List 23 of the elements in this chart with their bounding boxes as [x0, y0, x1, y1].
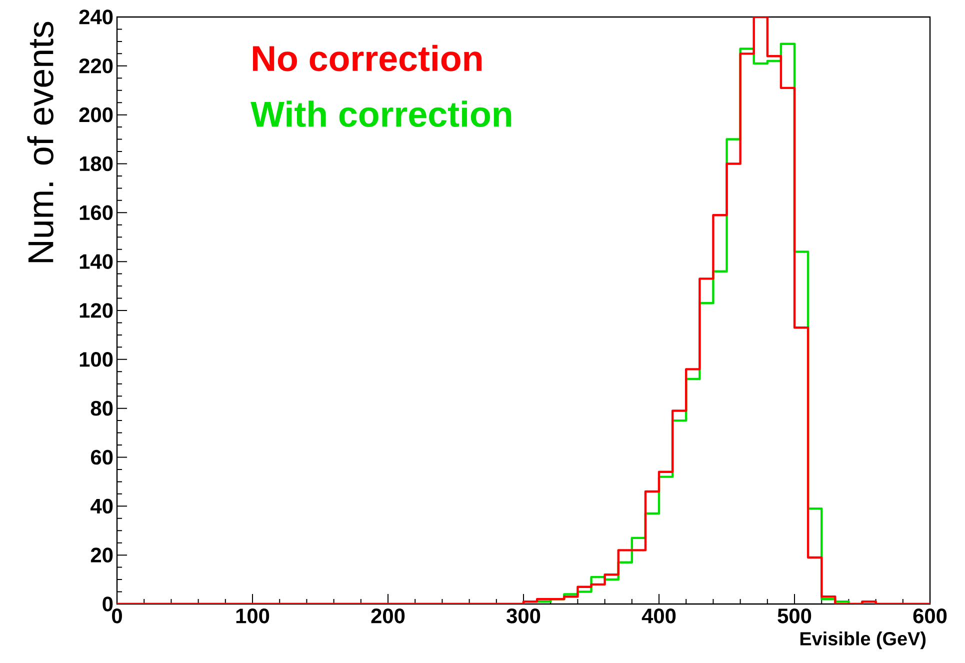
y-tick-label: 240 [79, 10, 113, 24]
y-tick-label: 60 [90, 450, 113, 465]
x-tick-label: 200 [371, 608, 405, 624]
y-tick-label: 220 [79, 58, 113, 74]
y-tick-label: 180 [80, 156, 113, 172]
x-axis-title: Evisible (GeV) [800, 632, 926, 650]
x-tick-label: 100 [236, 608, 270, 624]
x-tick-label: 600 [913, 608, 947, 624]
y-tick-label: 160 [80, 205, 113, 220]
y-tick-label: 20 [90, 548, 113, 562]
y-tick-label: 0 [102, 596, 113, 612]
text: No correction [253, 44, 482, 72]
y-axis-title: Num. of events [27, 22, 54, 262]
x-tick-label: 500 [778, 608, 812, 624]
y-tick-label: 120 [80, 303, 113, 318]
x-tick-label: 300 [506, 608, 540, 624]
y-tick-label: 40 [90, 498, 113, 514]
x-tick-label: 400 [642, 608, 676, 624]
y-tick-label: 80 [90, 400, 113, 416]
y-tick-label: 200 [79, 107, 113, 122]
y-tick-label: 100 [80, 352, 113, 367]
text: With correction [250, 100, 512, 127]
y-tick-label: 140 [80, 254, 113, 269]
